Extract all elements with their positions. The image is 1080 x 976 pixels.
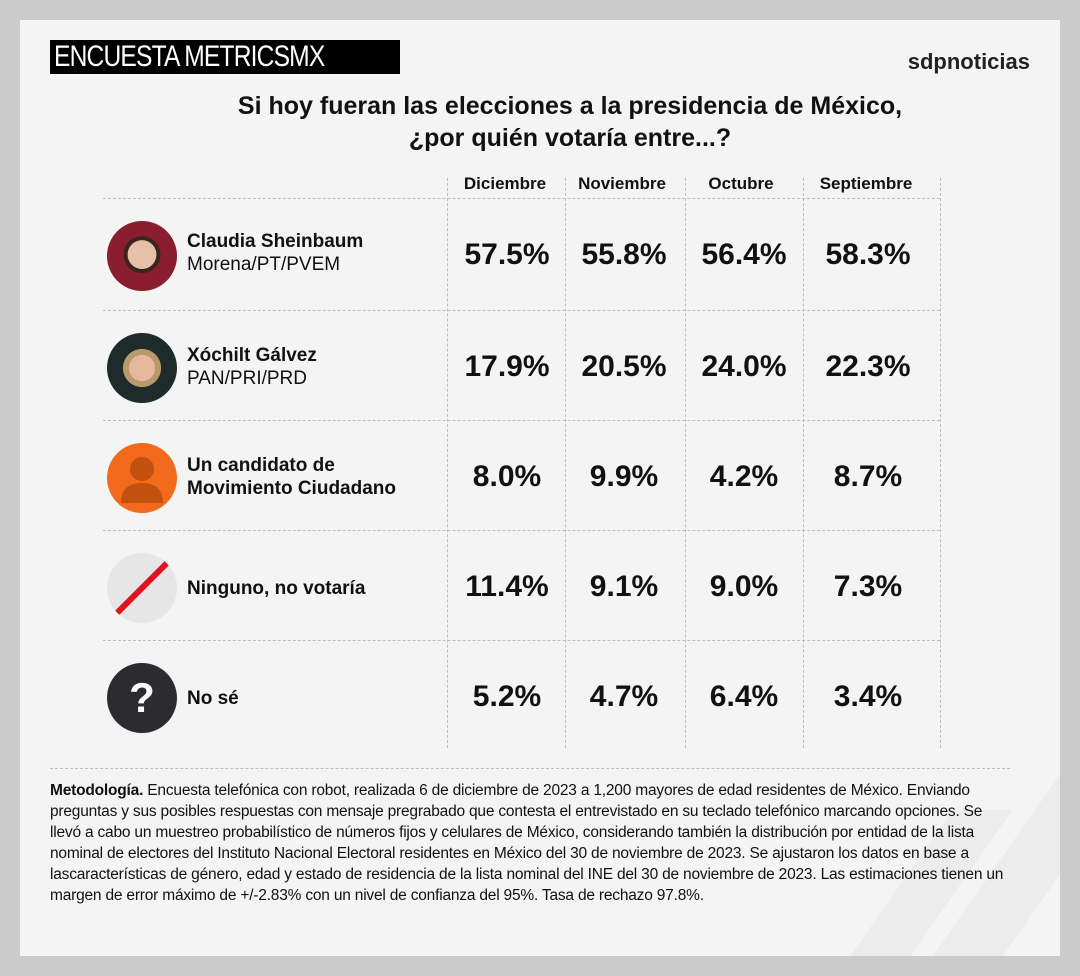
- value-cell: 17.9%: [464, 350, 550, 383]
- value-cell: 7.3%: [833, 570, 903, 603]
- slash-icon: [107, 553, 177, 623]
- column-divider: [447, 178, 448, 748]
- candidate-photo: [107, 221, 177, 291]
- badge-text: ENCUESTA METRICSMX: [54, 40, 325, 73]
- value-cell: 24.0%: [701, 350, 787, 383]
- column-divider: [940, 178, 941, 748]
- value-cell: 9.0%: [709, 570, 779, 603]
- value-cell: 8.7%: [833, 460, 903, 493]
- value-cell: 11.4%: [465, 570, 549, 603]
- candidate-name: Claudia Sheinbaum: [187, 231, 364, 252]
- column-header: Septiembre: [819, 174, 913, 193]
- title-line: Si hoy fueran las elecciones a la presid…: [237, 92, 903, 120]
- candidate-name: Movimiento Ciudadano: [187, 478, 396, 499]
- footer-divider: [50, 768, 1010, 769]
- value-cell: 5.2%: [472, 680, 542, 713]
- value-cell: 4.7%: [589, 680, 659, 713]
- table-row: Un candidato de Movimiento Ciudadano 8.0%…: [103, 422, 940, 532]
- person-icon: [107, 443, 177, 513]
- table-row: ? No sé 5.2% 4.7% 6.4% 3.4%: [103, 642, 940, 752]
- page-title: Si hoy fueran las elecciones a la presid…: [20, 90, 1060, 154]
- table-row: Xóchilt Gálvez PAN/PRI/PRD 17.9% 20.5% 24…: [103, 312, 940, 422]
- methodology-label: Metodología.: [50, 782, 144, 799]
- table-row: Claudia Sheinbaum Morena/PT/PVEM 57.5% 55…: [103, 200, 940, 310]
- value-cell: 58.3%: [825, 238, 911, 271]
- column-header: Octubre: [708, 174, 774, 193]
- title-line: ¿por quién votaría entre...?: [408, 124, 732, 152]
- value-cell: 9.9%: [589, 460, 659, 493]
- row-divider: [103, 310, 940, 311]
- value-cell: 22.3%: [825, 350, 911, 383]
- candidate-name: Ninguno, no votaría: [187, 578, 366, 599]
- row-divider: [103, 530, 940, 531]
- column-header: Noviembre: [578, 174, 666, 193]
- table-row: Ninguno, no votaría 11.4% 9.1% 9.0% 7.3%: [103, 532, 940, 642]
- methodology-note: Metodología. Encuesta telefónica con rob…: [50, 780, 1010, 906]
- candidate-name: Un candidato de: [187, 455, 335, 476]
- column-divider: [685, 178, 686, 748]
- survey-badge: ENCUESTA METRICSMX: [50, 40, 400, 74]
- candidate-name: Xóchilt Gálvez: [187, 345, 317, 366]
- column-header: Diciembre: [463, 174, 547, 193]
- row-divider: [103, 640, 940, 641]
- infographic-card: ENCUESTA METRICSMX sdpnoticias Si hoy fu…: [20, 20, 1060, 956]
- brand-logo: sdpnoticias: [907, 49, 1030, 74]
- methodology-text: Encuesta telefónica con robot, realizada…: [50, 782, 1004, 904]
- value-cell: 8.0%: [472, 460, 542, 493]
- question-icon: ?: [107, 663, 177, 733]
- value-cell: 20.5%: [581, 350, 667, 383]
- row-divider: [103, 198, 940, 199]
- party-label: PAN/PRI/PRD: [187, 368, 308, 389]
- value-cell: 55.8%: [581, 238, 667, 271]
- candidate-photo: [107, 333, 177, 403]
- party-label: Morena/PT/PVEM: [187, 254, 341, 275]
- value-cell: 56.4%: [701, 238, 787, 271]
- column-divider: [803, 178, 804, 748]
- value-cell: 6.4%: [709, 680, 779, 713]
- candidate-name: No sé: [187, 688, 239, 709]
- value-cell: 3.4%: [833, 680, 903, 713]
- value-cell: 57.5%: [464, 238, 550, 271]
- row-divider: [103, 420, 940, 421]
- value-cell: 9.1%: [589, 570, 659, 603]
- column-divider: [565, 178, 566, 748]
- value-cell: 4.2%: [709, 460, 779, 493]
